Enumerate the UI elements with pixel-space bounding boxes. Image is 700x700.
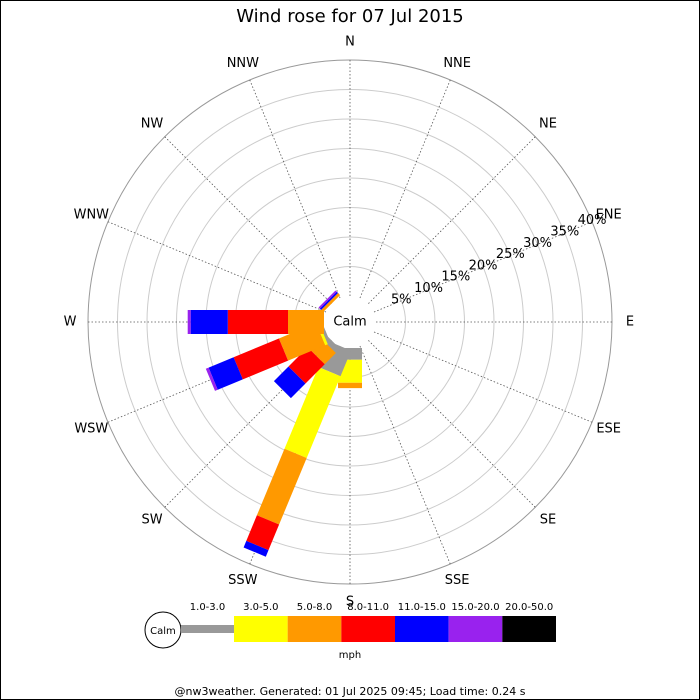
bar-segment [321,293,341,313]
legend-swatch [287,616,342,642]
bar-segment [288,310,324,334]
bar-segment [319,291,338,310]
direction-label: W [64,315,77,330]
bar-segment [338,382,362,389]
bar-segment [284,367,341,458]
direction-label: S [346,595,354,610]
legend-swatch [502,616,556,642]
unit-label: mph [339,650,361,661]
bar-segment [227,310,288,334]
direction-label: NW [141,117,164,132]
spoke [359,345,451,565]
calm-circle [327,299,373,345]
direction-label: WNW [74,207,110,222]
direction-label: SE [540,512,556,527]
direction-label: NNW [227,56,259,71]
spoke [359,79,451,299]
bar-segment [288,347,325,384]
direction-label: ENE [596,207,622,222]
legend-swatch [448,616,503,642]
ring-label: 20% [469,258,498,273]
bar-segment [243,540,269,557]
legend-label: 1.0-3.0 [190,602,225,613]
ring-label: 15% [441,270,470,285]
bar-segment [256,448,307,525]
bar-segment [318,290,337,309]
ring [146,118,554,526]
direction-label: SSW [228,573,258,588]
legend-swatch [234,616,288,642]
spoke [368,136,536,304]
direction-label: NE [539,117,557,132]
ring-label: 5% [391,292,412,307]
ring-label: 40% [578,213,607,228]
legend-swatch [341,616,395,642]
direction-label: SSE [445,573,470,588]
ring-label: 35% [550,225,579,240]
direction-label: E [626,315,634,330]
direction-label: WSW [74,422,108,437]
legend-label: 11.0-15.0 [398,602,446,613]
legend-swatch [181,625,234,633]
spoke [368,340,536,508]
bar-segment [208,357,243,390]
spoke [373,331,593,423]
footer: @nw3weather. Generated: 01 Jul 2025 09:4… [175,685,526,698]
bar-segment [205,367,218,391]
bar-segment [246,515,280,551]
spoke [249,79,341,299]
legend-label: 8.0-11.0 [347,602,389,613]
ring-label: 10% [414,281,443,296]
spoke [164,136,332,304]
ring-label: 30% [523,236,552,251]
bar-segment [187,310,191,334]
direction-label: ESE [596,422,621,437]
legend-label: 20.0-50.0 [505,602,553,613]
legend-label: 15.0-20.0 [451,602,499,613]
chart-title: Wind rose for 07 Jul 2015 [236,6,464,27]
ring-label: 25% [496,247,525,262]
bar-segment [233,338,289,380]
direction-label: SW [141,512,162,527]
legend-swatch [395,616,449,642]
bar-segment [190,310,228,334]
direction-label: NNE [443,56,471,71]
spoke [107,221,327,313]
bar-segment [273,366,306,399]
legend-calm-label: Calm [150,626,176,637]
calm-label: Calm [333,315,366,330]
spoke [373,221,593,313]
direction-label: N [345,35,355,50]
legend-label: 3.0-5.0 [243,602,278,613]
legend-label: 5.0-8.0 [297,602,332,613]
